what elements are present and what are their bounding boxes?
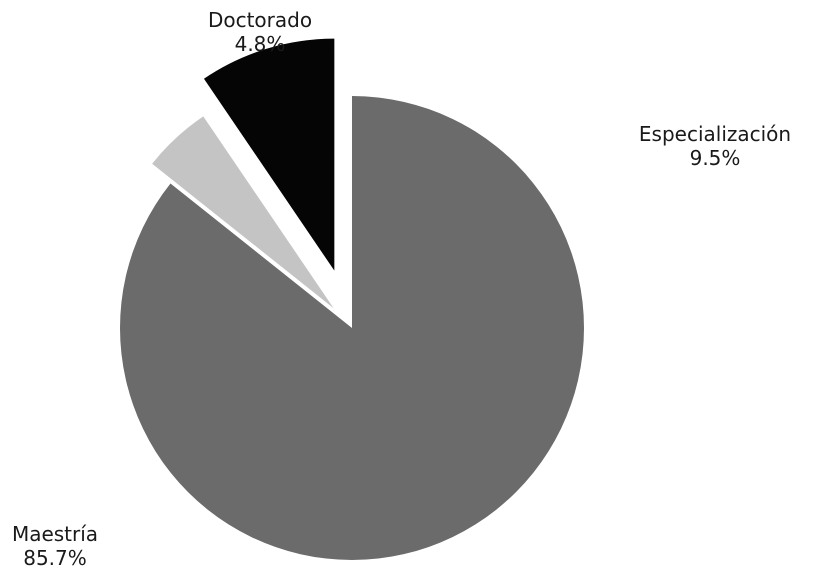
pie-slices — [120, 38, 584, 560]
doctorado-label-value: 4.8% — [234, 32, 286, 56]
maestria-label-name: Maestría — [11, 522, 99, 546]
especializacion-label: Especialización 9.5% — [620, 122, 810, 170]
maestria-label: Maestría 85.7% — [0, 522, 110, 570]
especializacion-label-value: 9.5% — [689, 146, 741, 170]
maestria-label-value: 85.7% — [23, 546, 87, 570]
doctorado-label: Doctorado 4.8% — [190, 8, 330, 56]
pie-slice-doctorado — [152, 116, 334, 309]
doctorado-label-name: Doctorado — [207, 8, 313, 32]
especializacion-label-name: Especialización — [638, 122, 792, 146]
pie-slice-maestria — [120, 96, 584, 560]
pie-slice-especializacion — [203, 38, 335, 271]
